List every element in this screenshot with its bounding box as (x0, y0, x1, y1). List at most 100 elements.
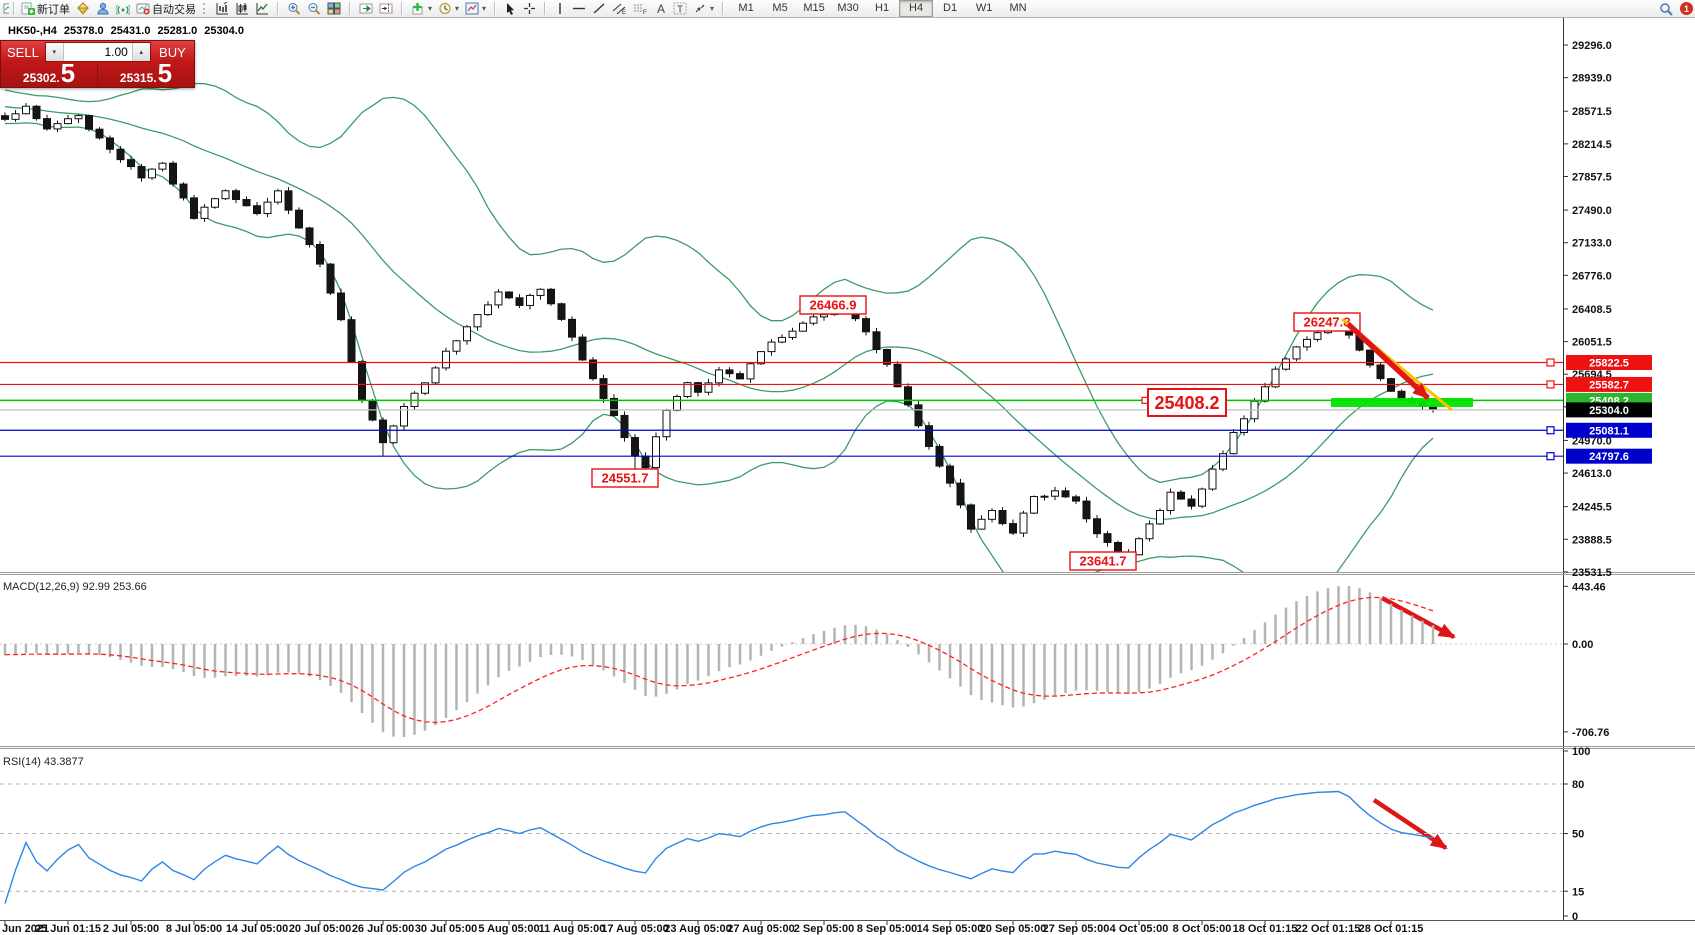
autotrading-label: 自动交易 (152, 3, 196, 16)
svg-text:30 Jul 05:00: 30 Jul 05:00 (415, 923, 477, 935)
chart-shift-button[interactable] (376, 0, 396, 17)
zoom-out-button[interactable] (304, 0, 324, 17)
signals-button[interactable] (113, 0, 133, 17)
vertical-line-tool-button[interactable] (551, 0, 569, 17)
svg-text:29296.0: 29296.0 (1572, 40, 1612, 52)
rsi-panel (0, 783, 1563, 904)
symbol-period: HK50-,H4 (8, 25, 57, 37)
search-button[interactable] (1656, 0, 1676, 17)
svg-text:25 Jun 01:15: 25 Jun 01:15 (35, 923, 101, 935)
timeframe-button-m30[interactable]: M30 (837, 2, 859, 14)
candles (1, 102, 1437, 562)
chart-canvas[interactable]: 26466.9 26247.8 24551.7 23641.7 25408.2 MACD(… (0, 18, 1695, 935)
svg-text:25408.2: 25408.2 (1154, 393, 1219, 413)
line-chart-button[interactable] (252, 0, 272, 17)
indicators-button[interactable]: ▾ (408, 0, 435, 17)
svg-text:14 Sep 05:00: 14 Sep 05:00 (917, 923, 984, 935)
rsi-label: RSI(14) 43.3877 (3, 756, 84, 768)
cursor-icon (507, 3, 515, 15)
trendline-tool-button[interactable] (589, 0, 609, 17)
trend-arrow-rsi[interactable] (1372, 798, 1448, 850)
svg-text:27857.5: 27857.5 (1572, 171, 1612, 183)
timeframe-button-h1[interactable]: H1 (875, 2, 890, 14)
svg-text:Jun 2021: Jun 2021 (2, 923, 49, 935)
price-callout-labels[interactable]: 26466.9 26247.8 24551.7 23641.7 25408.2 (591, 295, 1361, 571)
svg-text:24245.5: 24245.5 (1572, 502, 1612, 514)
buy-button[interactable]: BUY (151, 41, 194, 63)
auto-scroll-button[interactable] (356, 0, 376, 17)
zoom-in-button[interactable] (284, 0, 304, 17)
svg-text:443.46: 443.46 (1572, 581, 1606, 593)
toolbar-grip (203, 3, 208, 14)
svg-text:26466.9: 26466.9 (810, 298, 857, 313)
svg-text:26247.8: 26247.8 (1304, 315, 1351, 330)
timeframe-button-h4[interactable]: H4 (899, 0, 934, 17)
candlestick-chart-button[interactable] (232, 0, 252, 17)
trend-arrow-main[interactable] (1346, 321, 1430, 401)
price-line-label: 24797.6 (1589, 451, 1629, 463)
price-level-lines[interactable] (0, 358, 1563, 461)
timeframe-button-w1[interactable]: W1 (975, 2, 993, 14)
timeframe-button-m1[interactable]: M1 (738, 2, 754, 14)
sell-price[interactable]: 25302. 5 (1, 60, 98, 87)
autotrading-icon (136, 3, 150, 15)
svg-text:2 Jul 05:00: 2 Jul 05:00 (103, 923, 159, 935)
buy-price[interactable]: 25315. 5 (119, 58, 173, 88)
templates-button[interactable]: ▾ (462, 0, 489, 17)
main-price-panel (0, 82, 1563, 572)
volume-input[interactable] (63, 43, 132, 61)
svg-text:50: 50 (1572, 829, 1584, 841)
support-zone-rectangle[interactable] (1331, 398, 1473, 407)
svg-text:26051.5: 26051.5 (1572, 337, 1612, 349)
svg-text:18 Oct 01:15: 18 Oct 01:15 (1233, 923, 1298, 935)
chevron-down-icon: ▾ (710, 4, 715, 13)
svg-text:15: 15 (1572, 886, 1584, 898)
svg-text:8 Jul 05:00: 8 Jul 05:00 (166, 923, 222, 935)
bollinger-middle-band (4, 106, 1434, 521)
svg-text:A: A (657, 2, 665, 15)
toolbar-separator (277, 2, 279, 15)
candlestick-icon (236, 3, 248, 15)
crosshair-tool-button[interactable] (520, 0, 539, 17)
label-tool-button[interactable]: T (670, 0, 690, 17)
community-button[interactable] (93, 0, 113, 17)
new-order-button[interactable]: 新订单 (18, 0, 73, 17)
channel-tool-button[interactable]: E (609, 0, 630, 17)
svg-text:28939.0: 28939.0 (1572, 73, 1612, 85)
timeframe-button-m5[interactable]: M5 (772, 2, 788, 14)
chevron-down-icon: ▾ (482, 4, 487, 13)
shapes-tool-button[interactable]: ▾ (690, 0, 717, 17)
macd-label: MACD(12,26,9) 92.99 253.66 (3, 581, 147, 593)
one-click-trading-panel: SELL ▾ ▴ BUY 25302.5 25315.5 (0, 40, 195, 88)
timeframe-button-mn[interactable]: MN (1009, 2, 1027, 14)
bollinger-lower-band (5, 122, 1434, 572)
volume-decrease-button[interactable]: ▾ (45, 43, 64, 61)
equidistant-channel-icon: E (612, 3, 626, 15)
notification-count: 1 (1683, 3, 1689, 14)
templates-icon (465, 2, 479, 15)
volume-increase-button[interactable]: ▴ (131, 43, 150, 61)
cursor-tool-button[interactable] (501, 0, 520, 17)
tile-windows-button[interactable] (324, 0, 344, 17)
timeframe-button-d1[interactable]: D1 (943, 2, 958, 14)
svg-text:23641.7: 23641.7 (1080, 554, 1127, 569)
deposit-button[interactable] (73, 0, 93, 17)
trend-arrow-macd[interactable] (1380, 596, 1456, 639)
autotrading-button[interactable]: 自动交易 (133, 0, 199, 17)
zoom-out-icon (308, 3, 321, 15)
notifications-icon[interactable]: 1 (1680, 2, 1693, 15)
text-tool-button[interactable]: A (651, 0, 670, 17)
horizontal-line-tool-button[interactable] (569, 0, 589, 17)
periods-button[interactable]: ▾ (435, 0, 462, 17)
fibonacci-tool-button[interactable]: F (630, 0, 651, 17)
bar-chart-button[interactable] (212, 0, 232, 17)
chart-window[interactable]: 26466.9 26247.8 24551.7 23641.7 25408.2 MACD(… (0, 18, 1695, 935)
svg-text:5 Aug 05:00: 5 Aug 05:00 (478, 923, 539, 935)
person-icon (97, 2, 109, 15)
clipped-chart-icon[interactable] (2, 0, 10, 17)
sell-button[interactable]: SELL (1, 41, 45, 63)
open-value: 25378.0 (63, 25, 104, 37)
fibonacci-icon: F (634, 4, 647, 15)
timeframe-button-m15[interactable]: M15 (803, 2, 825, 14)
